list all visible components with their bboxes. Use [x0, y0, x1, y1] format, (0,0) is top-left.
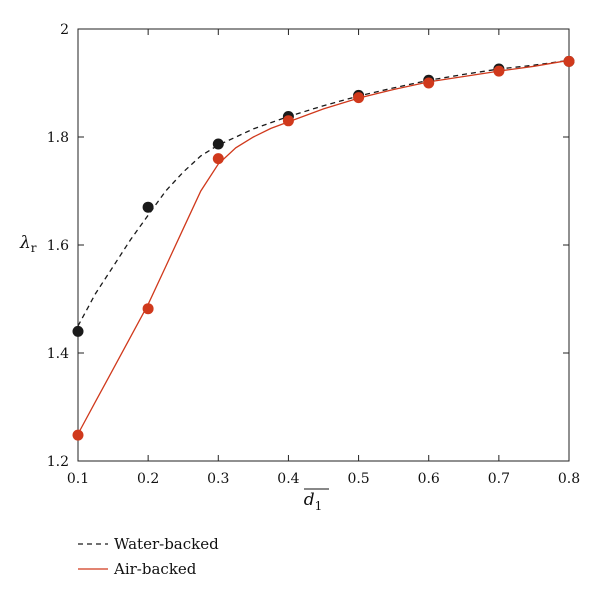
- data-point-water-backed: [72, 325, 84, 337]
- data-point-water-backed: [142, 201, 154, 213]
- plot-frame: [77, 28, 570, 462]
- axis-ticks: [77, 28, 570, 462]
- x-tick-label: 0.3: [207, 471, 229, 487]
- data-point-air-backed: [563, 55, 575, 67]
- data-point-air-backed: [212, 153, 224, 165]
- x-axis-label-subscript: 1: [315, 499, 323, 513]
- svg-text:d1: d1: [304, 490, 323, 513]
- y-axis-label-subscript: r: [31, 241, 37, 255]
- data-point-air-backed: [353, 92, 365, 104]
- series-points: [72, 55, 575, 441]
- y-tick-label: 1.4: [47, 346, 69, 362]
- x-tick-label: 0.6: [418, 471, 440, 487]
- data-point-air-backed: [493, 65, 505, 77]
- legend: Water-backed Air-backed: [78, 535, 219, 578]
- x-tick-label: 0.5: [347, 471, 369, 487]
- data-point-air-backed: [72, 429, 84, 441]
- plot-area: [72, 28, 575, 462]
- series-curves: [77, 59, 570, 435]
- y-axis-label-main: λ: [19, 233, 31, 253]
- x-tick-label: 0.4: [277, 471, 299, 487]
- data-point-air-backed: [282, 115, 294, 127]
- x-tick-label: 0.2: [137, 471, 159, 487]
- x-tick-label: 0.7: [488, 471, 510, 487]
- legend-entry-water-backed: Water-backed: [78, 535, 219, 553]
- series-line-water-backed: [77, 59, 570, 327]
- x-tick-label: 0.8: [558, 471, 580, 487]
- legend-label-water-backed: Water-backed: [114, 535, 219, 553]
- data-point-air-backed: [142, 303, 154, 315]
- tick-labels: 0.1 0.2 0.3 0.4 0.5 0.6 0.7 0.8 1.2 1.4 1.6 1.8 2: [47, 22, 580, 487]
- y-tick-label: 1.8: [47, 130, 69, 146]
- series-line-air-backed: [77, 59, 570, 435]
- svg-text:λr: λr: [19, 233, 37, 255]
- x-axis-label-main: d: [304, 490, 315, 510]
- y-tick-label: 1.2: [47, 454, 69, 470]
- y-tick-label: 2: [60, 22, 69, 38]
- y-tick-label: 1.6: [47, 238, 69, 254]
- legend-label-air-backed: Air-backed: [113, 560, 197, 578]
- data-point-water-backed: [212, 138, 224, 150]
- data-point-air-backed: [423, 77, 435, 89]
- legend-entry-air-backed: Air-backed: [78, 560, 197, 578]
- y-axis-label: λr: [19, 233, 37, 255]
- x-axis-label: d1: [304, 488, 329, 513]
- x-tick-label: 0.1: [67, 471, 89, 487]
